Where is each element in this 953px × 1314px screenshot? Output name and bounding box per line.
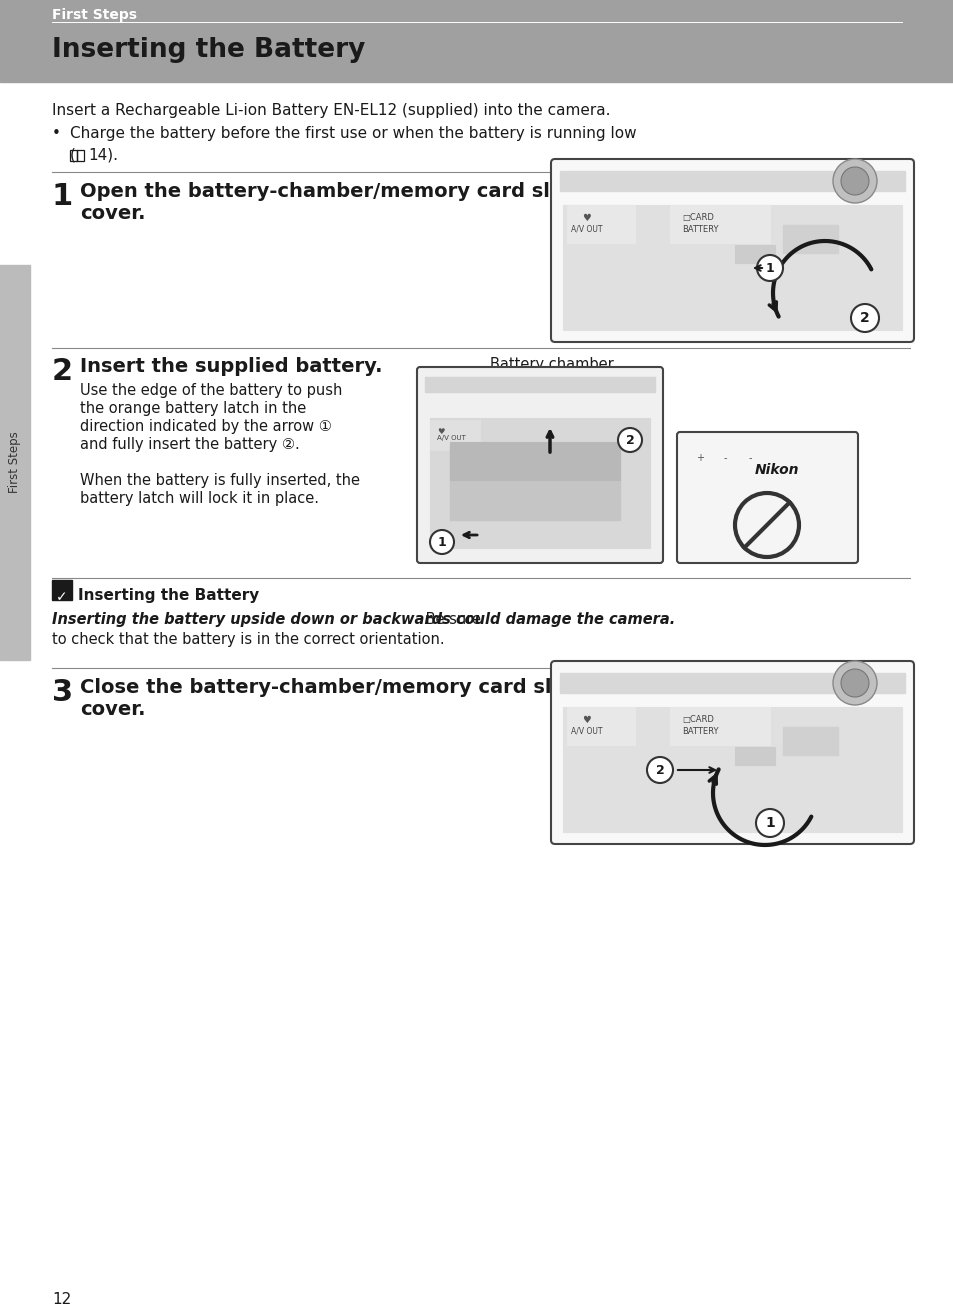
Bar bbox=[566, 205, 635, 243]
Circle shape bbox=[832, 159, 876, 202]
Bar bbox=[566, 707, 635, 745]
Text: A/V OUT: A/V OUT bbox=[571, 223, 602, 233]
Text: 1: 1 bbox=[52, 183, 73, 212]
Bar bbox=[0, 0, 953, 32]
Bar bbox=[0, 265, 30, 660]
Text: Charge the battery before the first use or when the battery is running low: Charge the battery before the first use … bbox=[70, 126, 636, 141]
Circle shape bbox=[430, 530, 454, 555]
FancyBboxPatch shape bbox=[416, 367, 662, 562]
Bar bbox=[0, 32, 953, 81]
Text: cover.: cover. bbox=[80, 700, 146, 719]
Bar bbox=[559, 171, 904, 191]
Bar bbox=[669, 205, 769, 243]
Text: BATTERY: BATTERY bbox=[681, 225, 718, 234]
FancyBboxPatch shape bbox=[551, 159, 913, 342]
Text: When the battery is fully inserted, the: When the battery is fully inserted, the bbox=[80, 473, 359, 487]
Bar bbox=[782, 225, 837, 254]
Text: 12: 12 bbox=[52, 1292, 71, 1307]
Bar bbox=[424, 377, 655, 392]
Text: ✓: ✓ bbox=[56, 590, 68, 604]
Text: Open the battery-chamber/memory card slot: Open the battery-chamber/memory card slo… bbox=[80, 183, 572, 201]
Text: Battery chamber: Battery chamber bbox=[490, 357, 613, 372]
Text: 1: 1 bbox=[764, 816, 774, 830]
Text: A/V OUT: A/V OUT bbox=[436, 435, 465, 442]
Text: A/V OUT: A/V OUT bbox=[571, 727, 602, 735]
Text: □CARD: □CARD bbox=[681, 715, 713, 724]
Text: direction indicated by the arrow ①: direction indicated by the arrow ① bbox=[80, 419, 332, 434]
FancyBboxPatch shape bbox=[677, 432, 857, 562]
Text: Insert a Rechargeable Li-ion Battery EN-EL12 (supplied) into the camera.: Insert a Rechargeable Li-ion Battery EN-… bbox=[52, 102, 610, 118]
Text: -: - bbox=[722, 453, 726, 463]
Text: +: + bbox=[696, 453, 703, 463]
Text: Be sure: Be sure bbox=[421, 612, 480, 627]
Text: □CARD: □CARD bbox=[681, 213, 713, 222]
Bar bbox=[450, 442, 619, 480]
Bar bbox=[52, 579, 71, 600]
Bar bbox=[562, 707, 901, 832]
Text: Inserting the battery upside down or backwards could damage the camera.: Inserting the battery upside down or bac… bbox=[52, 612, 675, 627]
Text: 2: 2 bbox=[52, 357, 73, 386]
Text: the orange battery latch in the: the orange battery latch in the bbox=[80, 401, 306, 417]
Text: Inserting the Battery: Inserting the Battery bbox=[78, 587, 259, 603]
Text: ♥: ♥ bbox=[436, 427, 444, 436]
Circle shape bbox=[757, 255, 782, 281]
Bar bbox=[669, 707, 769, 745]
Bar bbox=[734, 746, 774, 765]
Text: 3: 3 bbox=[52, 678, 73, 707]
Text: Inserting the Battery: Inserting the Battery bbox=[52, 37, 365, 63]
Bar bbox=[562, 205, 901, 330]
Circle shape bbox=[618, 428, 641, 452]
Text: ♥: ♥ bbox=[582, 715, 591, 725]
Text: 2: 2 bbox=[625, 434, 634, 447]
Bar bbox=[559, 673, 904, 692]
FancyBboxPatch shape bbox=[551, 661, 913, 844]
Bar bbox=[70, 150, 77, 162]
Text: •: • bbox=[52, 126, 61, 141]
Text: Use the edge of the battery to push: Use the edge of the battery to push bbox=[80, 382, 342, 398]
Circle shape bbox=[646, 757, 672, 783]
Bar bbox=[77, 150, 84, 162]
Circle shape bbox=[841, 167, 868, 194]
Text: (: ( bbox=[70, 148, 76, 163]
Text: Insert the supplied battery.: Insert the supplied battery. bbox=[80, 357, 382, 376]
Bar bbox=[782, 727, 837, 756]
Text: 1: 1 bbox=[765, 261, 774, 275]
Bar bbox=[734, 244, 774, 263]
Text: 2: 2 bbox=[655, 763, 663, 777]
Text: BATTERY: BATTERY bbox=[681, 727, 718, 736]
Text: 2: 2 bbox=[860, 311, 869, 325]
Text: battery latch will lock it in place.: battery latch will lock it in place. bbox=[80, 491, 318, 506]
Text: 14).: 14). bbox=[88, 148, 118, 163]
Text: First Steps: First Steps bbox=[9, 431, 22, 493]
Text: 1: 1 bbox=[437, 536, 446, 548]
Text: to check that the battery is in the correct orientation.: to check that the battery is in the corr… bbox=[52, 632, 444, 646]
Text: ♥: ♥ bbox=[582, 213, 591, 223]
Bar bbox=[450, 445, 619, 520]
Text: First Steps: First Steps bbox=[52, 8, 137, 22]
Circle shape bbox=[832, 661, 876, 706]
Circle shape bbox=[755, 809, 783, 837]
Text: Nikon: Nikon bbox=[754, 463, 799, 477]
Text: -: - bbox=[747, 453, 751, 463]
Text: Close the battery-chamber/memory card slot: Close the battery-chamber/memory card sl… bbox=[80, 678, 574, 696]
Circle shape bbox=[841, 669, 868, 696]
Circle shape bbox=[850, 304, 878, 332]
Text: cover.: cover. bbox=[80, 204, 146, 223]
Bar bbox=[430, 420, 479, 449]
Text: and fully insert the battery ②.: and fully insert the battery ②. bbox=[80, 438, 299, 452]
Bar bbox=[430, 418, 649, 548]
